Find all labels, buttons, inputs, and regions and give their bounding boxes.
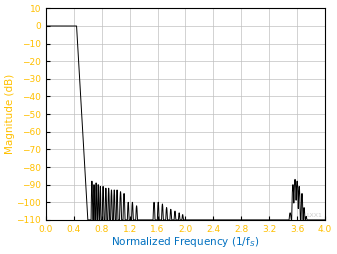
Y-axis label: Magnitude (dB): Magnitude (dB) xyxy=(5,74,15,154)
Text: LXX1: LXX1 xyxy=(306,213,322,218)
X-axis label: Normalized Frequency (1/f$_S$): Normalized Frequency (1/f$_S$) xyxy=(112,235,259,249)
